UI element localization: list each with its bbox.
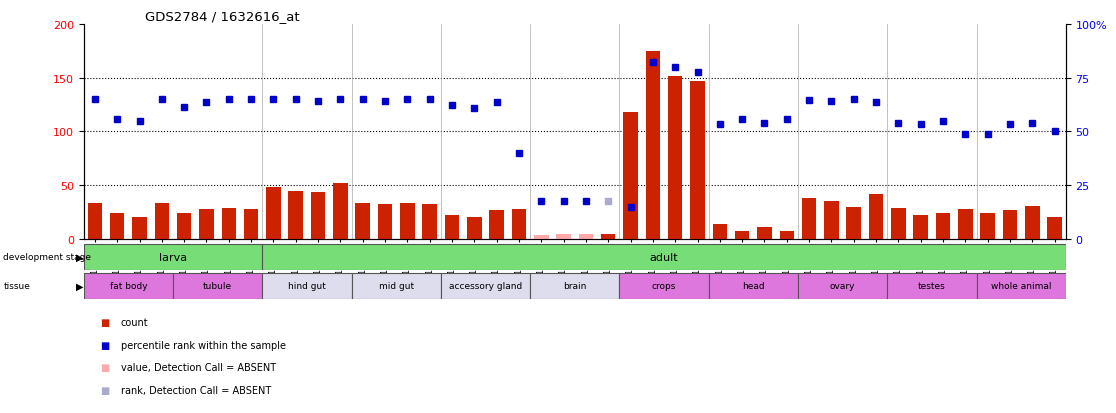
Text: accessory gland: accessory gland [449, 282, 522, 290]
Bar [132, 217, 146, 240]
Bar [109, 214, 125, 240]
Bar [734, 231, 749, 240]
Bar [266, 188, 280, 240]
Bar [798, 273, 887, 299]
Text: brain: brain [564, 282, 586, 290]
Bar [846, 207, 860, 240]
Text: development stage: development stage [3, 253, 92, 261]
Bar [84, 273, 173, 299]
Text: ■: ■ [100, 340, 109, 350]
Text: ■: ■ [100, 363, 109, 373]
Text: ■: ■ [100, 317, 109, 327]
Text: rank, Detection Call = ABSENT: rank, Detection Call = ABSENT [121, 385, 271, 395]
Bar [377, 204, 392, 240]
Text: GDS2784 / 1632616_at: GDS2784 / 1632616_at [145, 10, 300, 23]
Bar [444, 216, 459, 240]
Bar [712, 225, 727, 240]
Bar [355, 203, 369, 240]
Bar [887, 273, 976, 299]
Bar [600, 234, 615, 240]
Bar [333, 184, 347, 240]
Text: ▶: ▶ [76, 252, 84, 262]
Bar [533, 235, 548, 240]
Bar [1047, 217, 1061, 240]
Bar [441, 273, 530, 299]
Bar [173, 273, 262, 299]
Bar [556, 234, 570, 240]
Bar [310, 192, 325, 240]
Bar [619, 273, 709, 299]
Bar [976, 273, 1066, 299]
Bar [578, 234, 593, 240]
Bar [868, 195, 883, 240]
Bar [400, 203, 414, 240]
Bar [466, 217, 481, 240]
Bar [623, 113, 637, 240]
Bar [667, 76, 682, 240]
Text: value, Detection Call = ABSENT: value, Detection Call = ABSENT [121, 363, 276, 373]
Text: percentile rank within the sample: percentile rank within the sample [121, 340, 286, 350]
Bar [262, 273, 352, 299]
Bar [709, 273, 798, 299]
Bar [262, 244, 1066, 270]
Text: fat body: fat body [109, 282, 147, 290]
Bar [199, 209, 213, 240]
Bar [801, 199, 816, 240]
Bar [935, 214, 950, 240]
Text: count: count [121, 317, 148, 327]
Bar [530, 273, 619, 299]
Bar [980, 214, 994, 240]
Text: hind gut: hind gut [288, 282, 326, 290]
Text: larva: larva [158, 252, 187, 262]
Text: crops: crops [652, 282, 676, 290]
Bar [221, 209, 235, 240]
Text: ▶: ▶ [76, 281, 84, 291]
Bar [176, 214, 192, 240]
Bar [352, 273, 441, 299]
Bar [690, 82, 704, 240]
Bar [1024, 206, 1039, 240]
Bar [891, 209, 905, 240]
Bar [757, 228, 771, 240]
Text: ■: ■ [100, 385, 109, 395]
Text: ovary: ovary [830, 282, 855, 290]
Text: head: head [742, 282, 764, 290]
Bar [154, 203, 169, 240]
Text: tissue: tissue [3, 282, 30, 290]
Bar [489, 211, 503, 240]
Bar [422, 204, 436, 240]
Text: testes: testes [918, 282, 945, 290]
Text: tubule: tubule [203, 282, 232, 290]
Bar [243, 209, 258, 240]
Bar [84, 244, 262, 270]
Bar [1002, 211, 1017, 240]
Bar [779, 231, 793, 240]
Bar [958, 209, 972, 240]
Bar [645, 52, 660, 240]
Bar [913, 216, 927, 240]
Text: whole animal: whole animal [991, 282, 1051, 290]
Bar [87, 203, 102, 240]
Text: mid gut: mid gut [378, 282, 414, 290]
Bar [288, 191, 302, 240]
Bar [511, 209, 526, 240]
Text: adult: adult [650, 252, 679, 262]
Bar [824, 202, 838, 240]
